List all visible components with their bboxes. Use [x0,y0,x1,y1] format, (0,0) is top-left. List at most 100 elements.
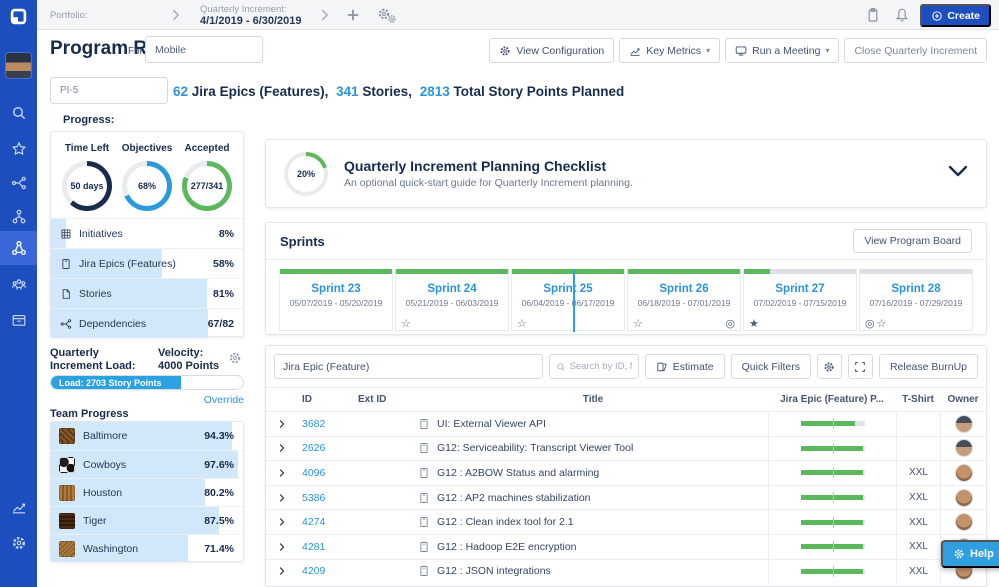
team-row[interactable]: Houston 80.2% [51,478,243,506]
notifications-bell-icon[interactable] [894,7,910,23]
user-avatar[interactable] [5,52,32,79]
row-expander[interactable] [266,486,298,510]
chevron-right-icon[interactable] [169,8,183,22]
program-room-icon[interactable] [0,231,37,265]
sprint-card[interactable]: Sprint 28 07/16/2019 - 07/29/2019 ◎☆ [859,269,973,331]
add-icon[interactable] [345,7,361,23]
row-id-link[interactable]: 4096 [302,466,326,479]
team-row[interactable]: Tiger 87.5% [51,506,243,534]
backlog-grid-panel: Estimate Quick Filters Release BurnUp ID… [265,345,987,587]
sprint-name-link[interactable]: Sprint 24 [427,283,477,295]
backlog-box-icon[interactable] [0,303,37,337]
jira-epics-row[interactable]: Jira Epics (Features) 58% [51,248,243,278]
initiatives-row[interactable]: Initiatives 8% [51,218,243,248]
team-row[interactable]: Baltimore 94.3% [51,422,243,450]
gears-icon[interactable] [377,7,399,25]
row-expander[interactable] [266,461,298,485]
help-button[interactable]: Help [941,540,999,568]
sprint-card[interactable]: Sprint 23 05/07/2019 - 05/20/2019 [279,269,393,331]
chevron-down-icon[interactable] [948,164,968,183]
table-row[interactable]: 5386 G12 : AP2 machines stabilization XX… [266,484,986,510]
col-title[interactable]: Title [582,394,604,405]
structure-icon[interactable] [0,200,37,234]
search-input[interactable] [569,361,632,372]
teams-icon[interactable] [0,268,37,302]
row-expander[interactable] [266,510,298,534]
plan-icon[interactable] [0,166,37,200]
table-row[interactable]: 3682 UI: External Viewer API [266,411,986,436]
clipboard-icon[interactable] [865,7,881,23]
row-id-link[interactable]: 2626 [302,442,326,455]
metrics-chart-icon[interactable] [0,490,37,524]
table-row[interactable]: 4096 G12 : A2BOW Status and alarming XXL [266,460,986,485]
table-row[interactable]: 4281 G12 : Hadoop E2E encryption XXL [266,533,986,559]
owner-avatar[interactable] [954,414,973,433]
team-select-input[interactable] [145,36,263,63]
dependencies-row[interactable]: Dependencies 67/82 [51,308,243,338]
velocity-label: Velocity: 4000 Points [158,347,220,372]
owner-avatar[interactable] [954,439,973,458]
release-burnup-button[interactable]: Release BurnUp [878,354,978,379]
view-configuration-button[interactable]: View Configuration [489,38,615,63]
stories-row[interactable]: Stories 81% [51,278,243,308]
row-expander[interactable] [266,412,298,436]
pi-name-input[interactable] [50,77,168,104]
gear-icon[interactable] [228,351,242,365]
document-icon [418,516,430,528]
row-id-link[interactable]: 4281 [302,540,326,553]
sprint-name-link[interactable]: Sprint 26 [659,283,709,295]
row-id-link[interactable]: 5386 [302,491,326,504]
presentation-icon [735,45,747,57]
col-progress[interactable]: Jira Epic (Feature) P... [780,394,884,405]
table-row[interactable]: 2626 G12: Serviceability: Transcript Vie… [266,435,986,461]
col-owner[interactable]: Owner [947,394,979,405]
close-quarterly-increment-button[interactable]: Close Quarterly Increment [844,38,987,63]
row-expander[interactable] [266,560,298,584]
row-expander[interactable] [266,535,298,559]
row-id-link[interactable]: 4209 [302,565,326,578]
pi-summary-stats: 62 Jira Epics (Features), 341 Stories, 2… [173,84,625,99]
settings-gear-icon[interactable] [0,526,37,560]
sprint-name-link[interactable]: Sprint 28 [891,283,941,295]
owner-avatar[interactable] [954,463,973,482]
sprint-marker-icons: ☆ [633,318,645,330]
owner-avatar[interactable] [954,488,973,507]
col-id[interactable]: ID [302,394,312,405]
sprint-card[interactable]: Sprint 27 07/02/2019 - 07/15/2019 ★ [743,269,857,331]
override-link[interactable]: Override [203,394,244,406]
sprint-card[interactable]: Sprint 24 05/21/2019 - 06/03/2019 ☆ [395,269,509,331]
planning-checklist-panel[interactable]: 20% Quarterly Increment Planning Checkli… [265,139,987,208]
view-program-board-button[interactable]: View Program Board [853,229,972,253]
col-ext-id[interactable]: Ext ID [358,394,387,405]
table-row[interactable]: 4274 G12 : Clean index tool for 2.1 XXL [266,509,986,534]
row-expander[interactable] [266,437,298,461]
search-box[interactable] [548,354,639,379]
qi-load-label: Quarterly Increment Load: [50,347,136,372]
sprint-name-link[interactable]: Sprint 25 [543,283,593,295]
run-a-meeting-button[interactable]: Run a Meeting ▾ [725,38,840,63]
grid-settings-button[interactable] [816,354,842,379]
sprint-card[interactable]: Sprint 26 06/18/2019 - 07/01/2019 ☆ ◎ [627,269,741,331]
jira-align-logo-icon[interactable] [0,0,37,32]
sprint-name-link[interactable]: Sprint 27 [775,283,825,295]
team-row[interactable]: Washington 71.4% [51,534,243,562]
table-row[interactable]: 4209 G12 : JSON integrations XXL [266,558,986,584]
team-row[interactable]: Cowboys 97.6% [51,450,243,478]
col-tshirt[interactable]: T-Shirt [902,394,934,405]
sprint-card[interactable]: Sprint 25 06/04/2019 - 06/17/2019 ☆ [511,269,625,331]
owner-avatar[interactable] [954,513,973,532]
quarterly-increment-value[interactable]: 4/1/2019 - 6/30/2019 [200,15,302,27]
chevron-right-icon[interactable] [318,8,332,22]
create-button[interactable]: Create [920,4,991,27]
item-type-filter-input[interactable] [274,354,543,379]
key-metrics-button[interactable]: Key Metrics ▾ [619,38,721,63]
search-icon[interactable] [0,96,37,130]
quick-filters-button[interactable]: Quick Filters [730,354,811,379]
row-id-link[interactable]: 3682 [302,417,326,430]
row-id-link[interactable]: 4274 [302,516,326,529]
estimate-button[interactable]: Estimate [644,354,725,379]
progress-panel: Time Left Objectives Accepted 50 days 68… [50,131,244,338]
expand-button[interactable] [847,354,873,379]
sprint-name-link[interactable]: Sprint 23 [311,283,361,295]
favorites-star-icon[interactable] [0,132,37,166]
